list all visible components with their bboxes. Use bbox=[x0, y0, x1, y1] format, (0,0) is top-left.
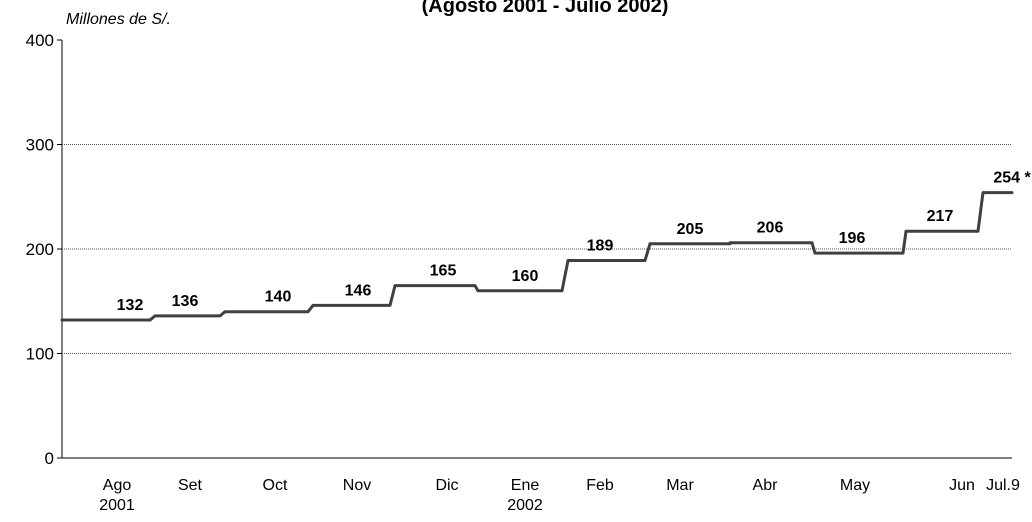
x-tick-label: Feb bbox=[586, 477, 614, 494]
step-connector bbox=[388, 285, 397, 306]
x-tick-label: Set bbox=[177, 477, 202, 494]
step-connector bbox=[643, 243, 652, 261]
data-label: 196 bbox=[839, 230, 866, 247]
y-axis-label: Millones de S/. bbox=[66, 11, 171, 28]
x-tick-label: Mar bbox=[666, 477, 694, 494]
data-label: 206 bbox=[757, 220, 784, 237]
data-label: 254 * bbox=[993, 170, 1031, 187]
step-connector bbox=[901, 231, 908, 254]
x-tick-label: Oct bbox=[262, 477, 288, 494]
y-tick-label: 100 bbox=[26, 345, 54, 364]
chart-title: (Agosto 2001 - Julio 2002) bbox=[422, 0, 669, 17]
data-label: 165 bbox=[430, 263, 457, 280]
x-tick-label: Nov bbox=[342, 477, 372, 494]
data-label: 136 bbox=[172, 293, 199, 310]
step-connector bbox=[560, 260, 570, 292]
x-tick-label: Ene 2002 bbox=[507, 477, 543, 514]
step-connector bbox=[810, 242, 817, 254]
x-tick-label: Jun bbox=[949, 477, 975, 494]
y-tick-label: 400 bbox=[26, 31, 54, 50]
x-tick-label: May bbox=[839, 477, 871, 494]
x-tick-label: Jul.9 bbox=[986, 477, 1020, 494]
x-tick-label: Abr bbox=[752, 477, 778, 494]
y-tick-label: 0 bbox=[45, 449, 54, 468]
data-label: 189 bbox=[587, 237, 614, 254]
x-tick-label: Ago 2001 bbox=[99, 477, 135, 514]
y-tick-label: 300 bbox=[26, 136, 54, 155]
data-label: 160 bbox=[512, 268, 539, 285]
step-connector bbox=[976, 192, 985, 232]
x-tick-label: Dic bbox=[435, 477, 459, 494]
data-label: 146 bbox=[345, 282, 372, 299]
data-label: 132 bbox=[117, 297, 144, 314]
y-tick-label: 200 bbox=[26, 240, 54, 259]
data-label: 217 bbox=[927, 208, 954, 225]
data-label: 205 bbox=[677, 221, 704, 238]
data-label: 140 bbox=[265, 289, 292, 306]
